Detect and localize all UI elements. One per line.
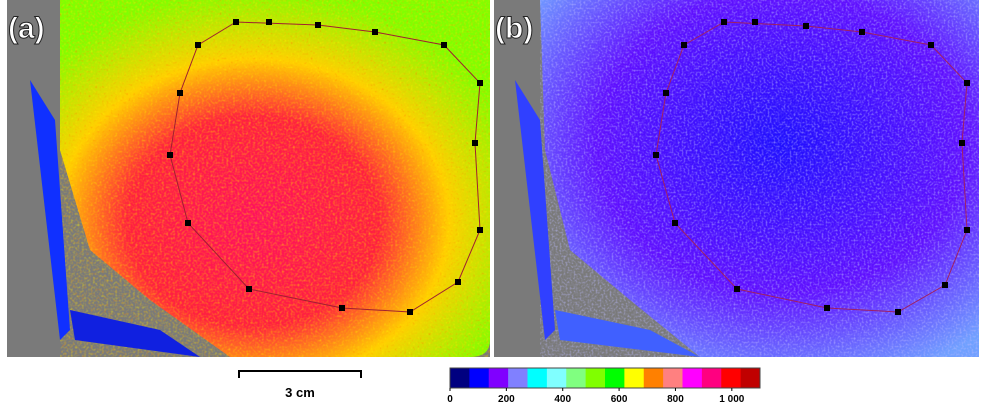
colorbar-swatch: [701, 368, 722, 388]
colorbar-swatch: [469, 368, 490, 388]
colorbar: 0 200 400 600 800 1 000: [447, 367, 761, 405]
colorbar-frame: [449, 367, 761, 389]
colorbar-tick-label: 600: [611, 394, 628, 405]
scale-bar-label: 3 cm: [285, 385, 315, 400]
colorbar-swatch: [643, 368, 664, 388]
markers: [167, 19, 483, 315]
colorbar-swatch: [527, 368, 548, 388]
colorbar-swatch: [585, 368, 606, 388]
panel-b: (b): [494, 0, 979, 357]
panel-a: (a): [7, 0, 490, 357]
colorbar-swatch: [566, 368, 587, 388]
colorbar-swatch: [740, 368, 761, 388]
colorbar-swatch: [508, 368, 528, 388]
edge-strip: [515, 80, 555, 340]
edge-strip: [70, 310, 200, 357]
colorbar-swatch: [488, 368, 509, 388]
colorbar-tick-label: 800: [667, 394, 684, 405]
colorbar-swatch: [721, 368, 742, 388]
colorbar-tick-label: 200: [498, 394, 515, 405]
colorbar-tick-label: 400: [554, 394, 571, 405]
edge-strip: [30, 80, 70, 340]
colorbar-swatch: [624, 368, 645, 388]
edge-strip: [555, 310, 700, 357]
outline: [169, 21, 481, 313]
colorbar-swatch: [663, 368, 683, 388]
map-noise: [540, 0, 979, 357]
scale-bar: [238, 370, 362, 378]
markers: [653, 19, 970, 315]
panel-label: (b): [495, 12, 533, 45]
colorbar-tick-label: 1 000: [719, 394, 744, 405]
colorbar-swatch: [450, 368, 470, 388]
colorbar-tick-label: 0: [447, 394, 453, 405]
outline: [655, 21, 968, 313]
colorbar-swatch: [546, 368, 567, 388]
colorbar-swatch: [682, 368, 703, 388]
map-noise: [60, 0, 490, 357]
colorbar-swatch: [605, 368, 625, 388]
panel-label: (a): [8, 12, 45, 45]
